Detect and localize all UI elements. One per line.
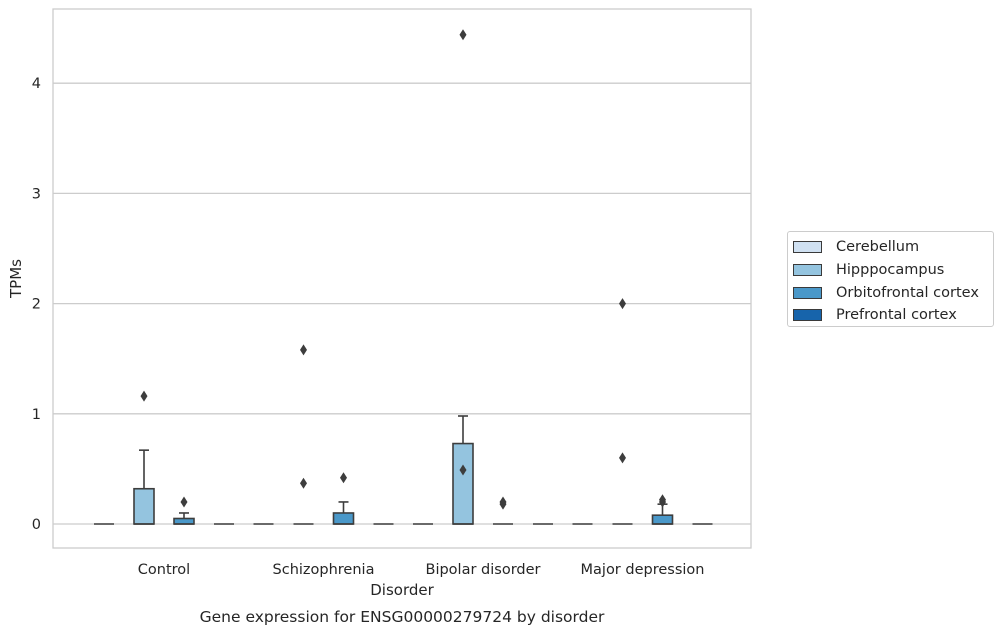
legend-swatch-orbitofrontal-cortex (793, 286, 822, 299)
box-body (133, 487, 155, 525)
legend-swatch-hippocampus (793, 264, 822, 277)
box-hipppocampus-schizophrenia (293, 344, 314, 525)
outlier-point (659, 494, 666, 506)
legend-item-orbitofrontal-cortex: Orbitofrontal cortex (793, 281, 993, 304)
x-tick-label-schizophrenia: Schizophrenia (273, 562, 375, 578)
outlier-point (340, 472, 347, 484)
legend: Cerebellum Hipppocampus Orbitofrontal co… (787, 231, 994, 327)
outlier-point (300, 344, 307, 356)
x-tick-label-bipolar-disorder: Bipolar disorder (426, 562, 541, 578)
grid-layer (53, 82, 751, 525)
legend-item-hippocampus: Hipppocampus (793, 259, 993, 282)
box-orbitofrontal-cortex-major-depression (651, 494, 674, 525)
box-body (332, 512, 355, 525)
tick-layer: 0 1 2 3 4 Control Schizophrenia Bipolar disorde… (32, 76, 705, 578)
x-axis-label: Disorder (370, 581, 434, 599)
legend-label-orbitofrontal-cortex: Orbitofrontal cortex (836, 284, 979, 301)
outlier-point (619, 452, 626, 464)
box-hipppocampus-control (133, 390, 155, 525)
box-orbitofrontal-cortex-bipolar-disorder (493, 496, 513, 525)
y-tick-label: 2 (32, 297, 41, 313)
outlier-point (619, 298, 626, 310)
legend-item-cerebellum: Cerebellum (793, 236, 993, 259)
legend-item-prefrontal-cortex: Prefrontal cortex (793, 304, 993, 327)
chart-title: Gene expression for ENSG00000279724 by d… (200, 608, 605, 626)
box-layer (94, 29, 713, 525)
outlier-point (459, 29, 467, 41)
legend-label-cerebellum: Cerebellum (836, 239, 920, 256)
box-body (173, 517, 195, 525)
outlier-point (499, 496, 507, 508)
x-tick-label-control: Control (138, 562, 190, 578)
y-tick-label: 0 (32, 517, 41, 533)
legend-label-prefrontal-cortex: Prefrontal cortex (836, 307, 957, 324)
x-tick-label-major-depression: Major depression (581, 562, 705, 578)
outlier-point (300, 477, 307, 489)
box-body (651, 514, 674, 525)
y-tick-label: 1 (32, 407, 41, 423)
box-orbitofrontal-cortex-schizophrenia (332, 472, 355, 525)
box-hipppocampus-major-depression (612, 298, 633, 525)
box-orbitofrontal-cortex-control (173, 496, 195, 525)
plot-frame (52, 8, 752, 549)
legend-swatch-cerebellum (793, 241, 822, 254)
outlier-point (140, 390, 148, 402)
outlier-point (180, 496, 188, 508)
y-tick-label: 4 (32, 76, 41, 92)
box-body (452, 442, 474, 525)
y-axis-label: TPMs (7, 259, 25, 299)
legend-swatch-prefrontal-cortex (793, 309, 822, 322)
outlier-point (459, 464, 467, 476)
box-hipppocampus-bipolar-disorder (452, 29, 474, 525)
legend-label-hippocampus: Hipppocampus (836, 262, 945, 279)
y-tick-label: 3 (32, 186, 41, 202)
